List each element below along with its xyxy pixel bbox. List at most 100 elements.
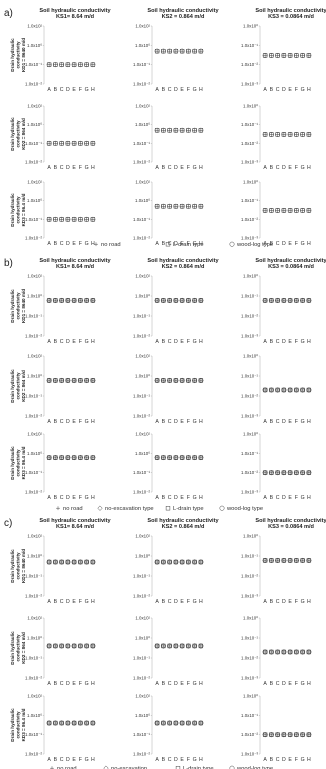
data-point-square (269, 298, 274, 303)
data-point-cross (288, 388, 293, 392)
data-point-square (300, 53, 305, 58)
y-tick-label: 1.0x10⁻² (133, 594, 151, 599)
subplot: 1.0x10⁻³ 1.0x10⁻² 1.0x10⁻¹ 1.0x10⁰ A B C D E F G H (241, 104, 312, 171)
data-point-square (173, 455, 179, 460)
data-point-circle (65, 559, 71, 565)
y-tick-label: 1.0x10⁻² (241, 470, 259, 475)
data-point-square (161, 204, 166, 209)
data-point-square (287, 558, 293, 563)
x-category-label: E (180, 419, 184, 425)
x-category-label: D (66, 681, 70, 687)
data-point-square (161, 49, 166, 54)
data-point-square (65, 141, 71, 146)
data-point-square (53, 298, 58, 303)
x-category-label: A (155, 419, 159, 425)
legend-symbol-diamond (103, 765, 109, 769)
data-point-square (300, 649, 305, 655)
x-category-label: D (66, 339, 70, 345)
data-point-cross (275, 132, 280, 137)
data-point-square (281, 53, 287, 58)
y-tick-label: 1.0x10⁻² (133, 334, 151, 339)
data-point-square (269, 558, 274, 563)
data-point-circle (306, 557, 312, 563)
data-point-circle (300, 52, 306, 58)
data-point-cross (161, 644, 166, 648)
x-category-label: G (301, 419, 305, 425)
data-point-cross (306, 208, 311, 213)
data-point-square (192, 128, 197, 133)
data-point-circle (71, 62, 77, 68)
x-category-label: E (72, 87, 76, 93)
data-point-square (198, 720, 204, 726)
data-point-cross (288, 208, 293, 213)
y-tick-label: 1.0x10⁻² (241, 141, 259, 146)
x-category-label: E (180, 757, 184, 763)
y-tick-label: 1.0x10⁰ (243, 104, 258, 109)
subplot: 1.0x10⁻³ 1.0x10⁻² 1.0x10⁻¹ 1.0x10⁰ A B C D E F G H (241, 24, 312, 93)
data-point-cross (269, 650, 274, 654)
y-tick-label: 1.0x10⁰ (135, 374, 150, 379)
y-tick-label: 1.0x10⁻¹ (241, 294, 259, 299)
data-point-circle (300, 557, 306, 563)
data-point-square (154, 643, 160, 649)
data-point-circle (160, 643, 166, 649)
x-category-label: G (85, 757, 89, 763)
data-point-cross (186, 560, 191, 564)
y-tick-label: 1.0x10⁰ (27, 713, 42, 718)
y-tick-label: 1.0x10⁻² (241, 574, 259, 579)
x-category-label: A (47, 495, 51, 501)
data-point-cross (173, 204, 178, 209)
data-point-circle (167, 643, 173, 649)
x-category-label: H (91, 681, 95, 687)
data-point-cross (281, 388, 286, 392)
legend-symbol-circle (229, 765, 235, 769)
data-point-cross (53, 217, 58, 222)
data-point-cross (294, 208, 299, 213)
x-category-label: A (155, 681, 159, 687)
data-point-circle (84, 140, 90, 146)
data-point-cross (84, 721, 89, 725)
data-point-circle (268, 52, 274, 58)
y-tick-label: 1.0x10¹ (135, 432, 150, 437)
data-point-circle (262, 732, 268, 738)
x-category-label: E (72, 681, 76, 687)
data-point-square (65, 720, 71, 726)
data-point-circle (46, 720, 52, 726)
data-point-circle (306, 732, 312, 738)
data-point-cross (155, 721, 160, 725)
data-point-cross (167, 560, 172, 564)
legend-item: no road (56, 506, 83, 512)
data-point-circle (287, 649, 293, 655)
data-point-cross (59, 455, 64, 460)
data-point-cross (180, 298, 185, 303)
data-point-square (294, 470, 299, 475)
subplot: 1.0x10⁻² 1.0x10⁻¹ 1.0x10⁰ 1.0x10¹ A B C D E F G H (133, 354, 204, 425)
y-tick-label: 1.0x10⁰ (135, 294, 150, 299)
data-point-cross (275, 558, 280, 563)
data-point-cross (269, 132, 274, 137)
y-tick-label: 1.0x10⁰ (27, 294, 42, 299)
x-category-label: E (180, 495, 184, 501)
data-point-cross (180, 455, 185, 460)
row-title-line: conductivity (16, 120, 21, 148)
data-point-square (192, 720, 197, 726)
data-point-square (262, 387, 268, 393)
data-point-circle (173, 455, 179, 461)
data-point-cross (300, 650, 305, 654)
data-point-square (269, 387, 274, 393)
data-point-circle (46, 140, 52, 146)
data-point-circle (262, 649, 268, 655)
legend-symbol-square (165, 506, 171, 511)
data-point-cross (288, 470, 293, 475)
data-point-square (161, 378, 166, 383)
y-tick-label: 1.0x10⁰ (27, 43, 42, 48)
legend-symbol-cross (94, 242, 98, 247)
legend-symbol-square (175, 766, 181, 769)
data-point-cross (275, 650, 280, 654)
data-point-square (154, 720, 160, 726)
subplot: 1.0x10⁻² 1.0x10⁻¹ 1.0x10⁰ 1.0x10¹ A B C D E F G H (133, 616, 204, 687)
column-subtitle: KS1= 8.64 m/d (56, 524, 95, 530)
row-title-line: Drain hydraulic (10, 631, 15, 665)
data-point-circle (281, 649, 287, 655)
